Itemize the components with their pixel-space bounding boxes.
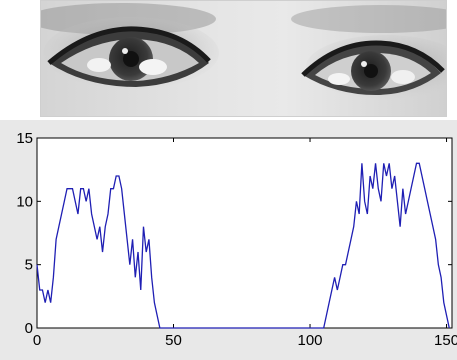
y-tick-label: 0 — [25, 320, 33, 337]
y-tick-label: 10 — [16, 193, 33, 210]
y-tick-label: 15 — [16, 130, 33, 147]
line-chart: 0 50 100 150 0 5 10 15 — [16, 130, 457, 349]
eye-region-image — [40, 0, 447, 117]
y-tick-label: 5 — [25, 257, 33, 274]
tick-labels: 0 50 100 150 0 5 10 15 — [16, 130, 457, 349]
x-tick-label: 100 — [298, 332, 323, 349]
series-line — [36, 162, 450, 329]
profile-plot: 0 50 100 150 0 5 10 15 — [0, 120, 457, 360]
x-tick-label: 0 — [33, 332, 41, 349]
x-tick-label: 50 — [165, 332, 182, 349]
x-tick-label: 150 — [434, 332, 457, 349]
eye-region-photo-icon — [41, 1, 446, 116]
